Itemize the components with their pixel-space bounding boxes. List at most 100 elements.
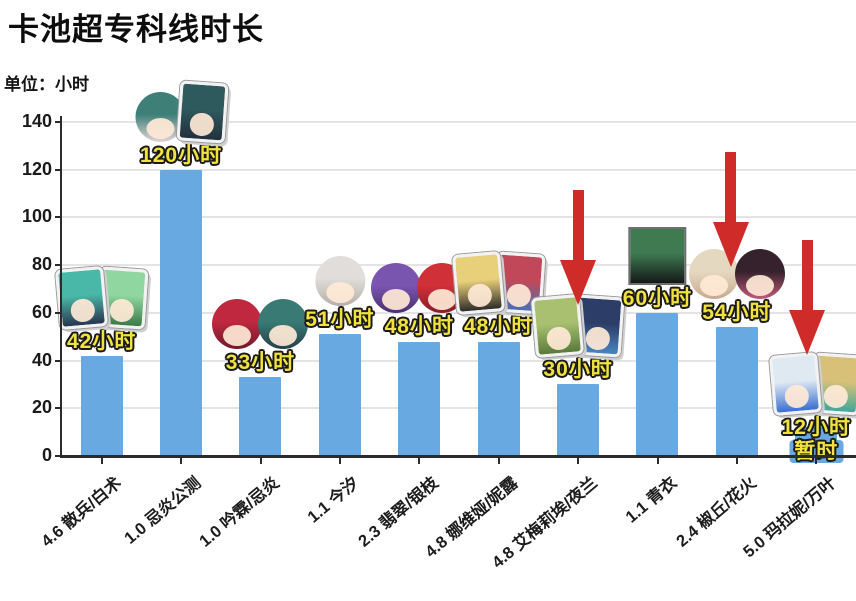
bar (636, 312, 679, 456)
x-axis-tick (418, 457, 421, 464)
bar-annotation: 30小时 (531, 294, 625, 382)
gridline (62, 216, 856, 219)
bar-column: 42小时 (54, 122, 149, 456)
avatar-row (54, 265, 149, 330)
avatar-face (189, 111, 215, 137)
arrow-shaft (725, 152, 737, 223)
avatar-face (108, 297, 134, 323)
gridline (62, 407, 856, 410)
avatar-row (628, 226, 687, 285)
x-axis-category-label: 1.0 吟霖/忌炎 (196, 473, 284, 551)
y-axis-tick (55, 216, 62, 219)
avatar-face (545, 326, 572, 352)
y-axis-tick-label: 80 (31, 254, 52, 275)
y-axis-tick (55, 168, 62, 171)
plot-area: 42小时 120小时 33小时 51小时 48小时 48小时 30小时 60小时 54小时 12小… (54, 80, 856, 464)
avatar-忌炎 (258, 299, 309, 350)
bar-column: 120小时 (135, 80, 229, 456)
y-axis-tick-label: 60 (31, 301, 52, 322)
x-axis-tick (180, 457, 183, 464)
x-axis-tick (656, 457, 659, 464)
bar (477, 341, 520, 456)
y-axis-tick (55, 407, 62, 410)
bar-value-label: 42小时 (67, 329, 137, 353)
y-axis-tick-label: 120 (21, 158, 52, 179)
x-axis-tick (497, 457, 500, 464)
bar (398, 341, 441, 456)
bar-annotation: 60小时 (623, 226, 692, 310)
bar-column: 30小时 (531, 122, 625, 456)
avatar-散兵 (54, 265, 108, 330)
arrow-head (789, 310, 826, 356)
avatar-吟霖 (212, 299, 263, 350)
bar-value-label: 51小时 (305, 308, 375, 332)
arrow-head (560, 260, 597, 306)
y-axis-tick (55, 455, 62, 457)
x-axis-tick (259, 457, 262, 464)
x-axis-category-label: 4.6 散兵/白术 (37, 473, 125, 551)
bar (318, 334, 361, 456)
bar-column: 33小时 (212, 122, 309, 456)
bar (557, 384, 600, 456)
avatar-face (585, 326, 611, 351)
down-arrow-icon (712, 152, 749, 268)
bar (80, 355, 123, 456)
bar-column: 51小时 (300, 122, 379, 456)
bar-annotation: 51小时 (305, 256, 374, 331)
avatar-娜维娅 (451, 251, 505, 316)
down-arrow-icon (560, 190, 597, 306)
chart-title: 卡池超专科线时长 (8, 12, 264, 47)
x-axis-tick (815, 457, 818, 464)
x-axis-line (62, 455, 856, 458)
bar (160, 169, 203, 456)
avatar-face (823, 384, 849, 409)
bar-value-label: 48小时 (384, 315, 454, 339)
avatar-face (466, 283, 492, 309)
x-axis-category-label: 1.0 忌炎公测 (120, 473, 204, 548)
gridline (62, 359, 856, 362)
y-axis-tick (55, 311, 62, 314)
bar-value-label: 54小时 (702, 301, 772, 325)
bar-value-label: 120小时 (140, 143, 223, 167)
avatar-face (382, 289, 411, 311)
y-axis-tick-label: 0 (41, 445, 52, 465)
bar-column: 48小时 (451, 122, 546, 456)
avatar-今汐 (314, 256, 365, 307)
avatar-row (212, 299, 309, 350)
down-arrow-icon (789, 240, 826, 356)
avatar-face (505, 283, 531, 308)
bar-column: 48小时 (371, 122, 468, 456)
avatar-玛拉妮 (769, 352, 823, 417)
bar-annotation: 33小时 (212, 299, 309, 375)
bar-value-label: 30小时 (543, 358, 613, 382)
x-axis-tick (338, 457, 341, 464)
x-axis-tick (735, 457, 738, 464)
avatar-row (135, 80, 229, 144)
avatar-face (428, 289, 457, 311)
x-axis-category-label: 1.1 青衣 (622, 473, 681, 527)
bar-value-label: 48小时 (464, 315, 534, 339)
y-axis-tick (55, 121, 62, 123)
y-axis-tick-label: 140 (21, 111, 52, 131)
avatar-face (325, 282, 354, 304)
bar-column: 54小时 (688, 122, 785, 456)
gridline (62, 121, 856, 123)
avatar-face (745, 275, 774, 297)
arrow-shaft (572, 190, 584, 261)
arrow-head (712, 222, 749, 268)
y-axis-tick-label: 40 (31, 349, 52, 370)
bar-annotation: 54小时 (688, 249, 785, 325)
bar-value-label: 12小时 (781, 416, 851, 440)
avatar-face (269, 325, 298, 347)
bar (715, 327, 758, 456)
avatar-face (699, 275, 728, 297)
bar-value-label: 33小时 (225, 351, 296, 375)
avatar-face (784, 384, 810, 409)
x-axis-category-label: 1.1 今汐 (304, 473, 363, 527)
x-axis-tick (100, 457, 103, 464)
bar-column: 60小时 (618, 122, 697, 456)
avatar-row (371, 263, 468, 314)
bar-annotation: 12小时 暂时 (769, 352, 856, 464)
bar-annotation: 48小时 (451, 251, 546, 339)
